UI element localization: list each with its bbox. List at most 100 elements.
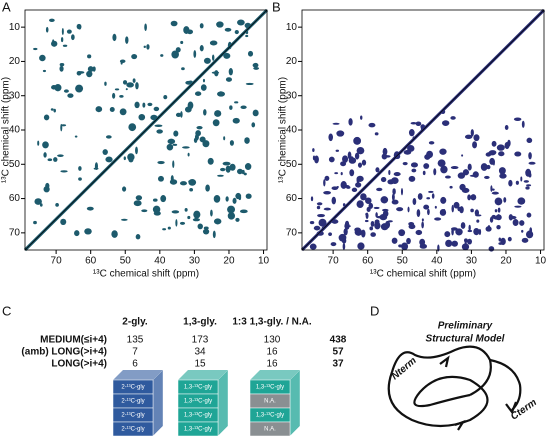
contour-peak bbox=[419, 243, 427, 249]
contour-peak bbox=[520, 176, 523, 182]
contour-peak bbox=[144, 23, 147, 31]
x-tick-label: 30 bbox=[466, 256, 478, 267]
contour-peak bbox=[180, 111, 183, 118]
contour-peak bbox=[252, 62, 259, 68]
contour-peak bbox=[356, 175, 364, 182]
contour-peak bbox=[525, 168, 532, 177]
contour-peak bbox=[348, 118, 353, 126]
contour-peak bbox=[467, 194, 471, 201]
contour-peak bbox=[400, 188, 404, 196]
layer-label: 1,3-¹³C-gly bbox=[184, 427, 212, 433]
contour-peak bbox=[499, 173, 507, 179]
contour-peak bbox=[197, 223, 203, 230]
contour-peak bbox=[328, 133, 333, 142]
x-tick-label: 20 bbox=[500, 256, 512, 267]
contour-peak bbox=[457, 172, 466, 179]
contour-peak bbox=[167, 138, 176, 145]
contour-peak bbox=[357, 242, 365, 250]
contour-peak bbox=[59, 65, 64, 72]
contour-peak bbox=[212, 119, 220, 127]
row-total: 438 bbox=[330, 335, 347, 346]
contour-peak bbox=[528, 161, 536, 165]
contour-peak bbox=[67, 93, 74, 98]
contour-peak bbox=[457, 206, 462, 212]
contour-peak bbox=[71, 34, 75, 41]
contour-peak bbox=[51, 85, 57, 90]
contour-peak bbox=[170, 20, 178, 27]
contour-peak bbox=[42, 141, 49, 149]
contour-peak bbox=[467, 238, 473, 245]
contour-peak bbox=[357, 162, 363, 168]
contour-peak bbox=[370, 220, 375, 227]
contour-peak bbox=[33, 47, 38, 51]
contour-peak bbox=[391, 199, 399, 205]
contour-peak bbox=[63, 89, 69, 93]
diagonal-thin bbox=[301, 9, 545, 251]
contour-peak bbox=[439, 209, 447, 216]
contour-peak bbox=[338, 233, 347, 242]
contour-peak bbox=[472, 141, 478, 149]
contour-peak bbox=[141, 209, 148, 213]
contour-peak bbox=[213, 194, 221, 203]
contour-peak bbox=[451, 204, 454, 213]
contour-peak bbox=[475, 214, 482, 217]
arrow-head bbox=[454, 419, 466, 431]
x-tick-label: 30 bbox=[189, 256, 201, 267]
contour-peak bbox=[528, 152, 532, 160]
contour-peak bbox=[526, 184, 532, 187]
contour-peak bbox=[212, 54, 215, 61]
contour-peak bbox=[147, 102, 153, 107]
contour-peak bbox=[373, 206, 380, 210]
contour-peak bbox=[224, 27, 232, 32]
contour-peak bbox=[160, 54, 164, 57]
contour-peak bbox=[462, 169, 470, 176]
y-tick-label: 40 bbox=[9, 125, 21, 136]
x-tick-label: 10 bbox=[535, 256, 547, 267]
x-tick-label: 50 bbox=[397, 256, 409, 267]
contour-peak bbox=[398, 244, 403, 248]
contour-peak bbox=[187, 101, 194, 110]
contour-peak bbox=[355, 182, 362, 188]
x-tick-label: 40 bbox=[154, 256, 166, 267]
contour-peak bbox=[487, 225, 491, 228]
column-header: 2-gly. bbox=[122, 317, 148, 328]
layer-label: 1,3-¹³C-gly bbox=[184, 413, 212, 419]
contour-peak bbox=[213, 218, 222, 225]
contour-peak bbox=[181, 67, 185, 71]
contour-peak bbox=[376, 187, 383, 192]
contour-peak bbox=[119, 95, 124, 98]
contour-peak bbox=[504, 124, 509, 131]
contour-peak bbox=[310, 196, 314, 202]
contour-peak bbox=[131, 53, 138, 60]
panel-letter: A bbox=[2, 0, 11, 14]
cell: 16 bbox=[266, 359, 278, 370]
contour-peak bbox=[230, 140, 234, 146]
contour-peak bbox=[157, 160, 165, 165]
contour-peak bbox=[391, 177, 399, 184]
contour-peak bbox=[453, 201, 460, 209]
cterm-label: Cterm bbox=[509, 397, 539, 423]
contour-peak bbox=[364, 219, 369, 223]
contour-peak bbox=[492, 159, 495, 166]
contour-peak bbox=[485, 226, 492, 232]
contour-peak bbox=[411, 168, 417, 173]
contour-peak bbox=[463, 238, 468, 243]
contour-peak bbox=[66, 29, 72, 34]
contour-peak bbox=[316, 205, 321, 210]
contour-peak bbox=[87, 66, 94, 72]
contour-peak bbox=[467, 163, 472, 171]
contour-peak bbox=[196, 125, 203, 130]
x-tick-label: 70 bbox=[51, 256, 63, 267]
contour-peak bbox=[439, 148, 447, 155]
contour-peak bbox=[521, 229, 524, 233]
contour-peak bbox=[60, 218, 67, 226]
contour-peak bbox=[488, 150, 496, 156]
contour-peak bbox=[461, 243, 470, 251]
contour-peak bbox=[415, 121, 422, 126]
x-tick-label: 40 bbox=[431, 256, 443, 267]
contour-peak bbox=[160, 195, 167, 203]
contour-peak bbox=[360, 115, 363, 120]
contour-peak bbox=[245, 82, 254, 86]
contour-peak bbox=[175, 219, 178, 227]
contour-peak bbox=[496, 144, 505, 151]
